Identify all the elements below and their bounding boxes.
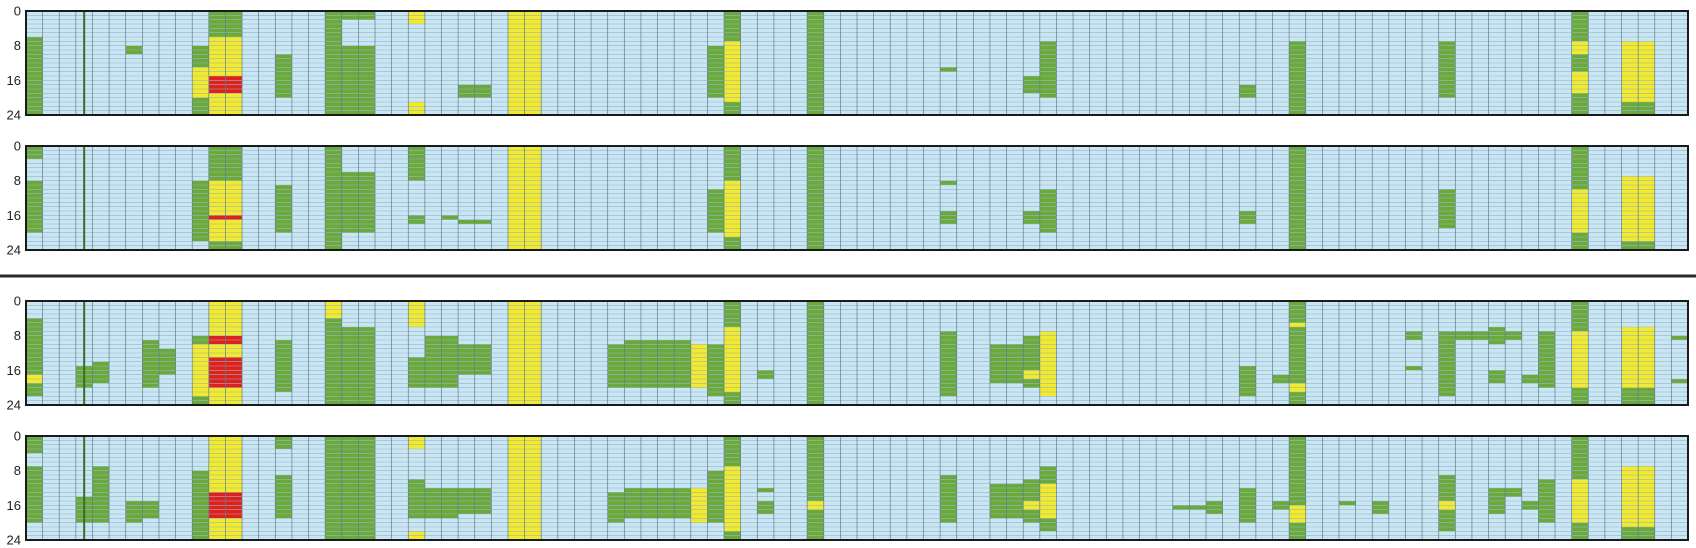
panel-2-frame bbox=[25, 145, 1689, 251]
panel-3-frame bbox=[25, 300, 1689, 406]
panel-3-ytick-label: 24 bbox=[7, 398, 21, 413]
panel-2-ytick-label: 8 bbox=[14, 173, 21, 188]
panel-1-cell-26 bbox=[1438, 41, 1456, 98]
panel-2-column-lines bbox=[42, 146, 1672, 250]
panel-4-cell-20 bbox=[607, 492, 625, 523]
panel-1-ytick-label: 16 bbox=[7, 73, 21, 88]
panel-4-cell-43 bbox=[1372, 501, 1389, 514]
panel-3-ytick-label: 8 bbox=[14, 328, 21, 343]
panel-2-cell-25 bbox=[1438, 189, 1456, 229]
panel-3-cell-4 bbox=[92, 361, 110, 384]
panel-4-cell-10 bbox=[275, 436, 292, 449]
panel-4-cell-26 bbox=[757, 488, 774, 493]
panel-1-cell-5 bbox=[192, 67, 209, 98]
panel-3-cell-5 bbox=[142, 340, 159, 388]
panel-1-cell-24 bbox=[1239, 84, 1256, 98]
panel-4-cell-42 bbox=[1338, 501, 1356, 506]
panel-4-column-lines bbox=[42, 436, 1672, 540]
panel-4-cell-30 bbox=[940, 475, 957, 523]
panel-3-cell-27 bbox=[724, 327, 741, 392]
panel-2-ytick-label: 24 bbox=[7, 243, 21, 258]
panel-3-cell-34 bbox=[1039, 331, 1057, 397]
panel-1-cell-23 bbox=[1039, 41, 1057, 98]
panel-3-cell-54 bbox=[1671, 379, 1688, 384]
panel-1-cell-25 bbox=[1289, 41, 1306, 116]
panel-3-cell-45 bbox=[1488, 370, 1506, 384]
panel-2-cell-21 bbox=[1023, 211, 1040, 224]
panel-4-ytick-label: 24 bbox=[7, 533, 21, 548]
panel-2-cell-12 bbox=[441, 215, 459, 220]
panel-3-ytick-label: 16 bbox=[7, 363, 21, 378]
panel-3-cell-35 bbox=[1239, 366, 1256, 397]
panel-1-cell-13 bbox=[408, 11, 425, 24]
panel-4-cell-27 bbox=[757, 501, 774, 514]
panel-3-cell-50 bbox=[1571, 331, 1589, 388]
panel-2-cell-7 bbox=[275, 185, 292, 233]
panel-2-ytick-label: 0 bbox=[14, 139, 21, 154]
panel-1-column-lines bbox=[42, 11, 1672, 115]
panel-1-ytick-label: 0 bbox=[14, 4, 21, 19]
panel-1-frame bbox=[25, 10, 1689, 116]
panel-1-ytick-label: 24 bbox=[7, 108, 21, 123]
panel-4-cell-15 bbox=[408, 479, 425, 519]
panel-3-cell-17 bbox=[408, 357, 425, 388]
panel-3-cell-42 bbox=[1438, 331, 1456, 397]
panel-3-cell-38 bbox=[1289, 322, 1306, 327]
panel-4-ytick-label: 16 bbox=[7, 498, 21, 513]
panel-2-cell-19 bbox=[940, 180, 957, 185]
panel-1-cell-21 bbox=[940, 67, 957, 72]
panel-3-column-lines bbox=[42, 301, 1672, 405]
panel-3-cell-48 bbox=[1538, 331, 1556, 388]
panel-4-ytick-label: 8 bbox=[14, 463, 21, 478]
panel-4-cell-37 bbox=[1206, 501, 1223, 514]
panel-2-cell-23 bbox=[1239, 211, 1256, 224]
panel-2-cell-1 bbox=[26, 146, 43, 159]
panel-1-cell-29 bbox=[1571, 71, 1589, 94]
panel-4-ytick-label: 0 bbox=[14, 429, 21, 444]
panel-3-cell-53 bbox=[1671, 335, 1688, 340]
panel-3-cell-41 bbox=[1405, 366, 1423, 371]
panel-4-cell-4 bbox=[92, 466, 110, 523]
panel-3-ytick-label: 0 bbox=[14, 294, 21, 309]
panel-4-cell-25 bbox=[724, 466, 741, 532]
panel-2-ytick-label: 16 bbox=[7, 208, 21, 223]
panel-1-ytick-label: 8 bbox=[14, 38, 21, 53]
panel-2-cell-20 bbox=[940, 211, 957, 224]
panel-4-frame bbox=[25, 435, 1689, 541]
panel-3-cell-30 bbox=[940, 331, 957, 397]
panel-2-cell-17 bbox=[724, 180, 741, 237]
panel-1-cell-14 bbox=[408, 102, 425, 115]
panel-4-cell-2 bbox=[26, 466, 43, 523]
panel-1-cell-28 bbox=[1571, 41, 1589, 55]
panel-4-cell-5 bbox=[125, 501, 143, 523]
panel-4-cell-14 bbox=[408, 436, 425, 449]
